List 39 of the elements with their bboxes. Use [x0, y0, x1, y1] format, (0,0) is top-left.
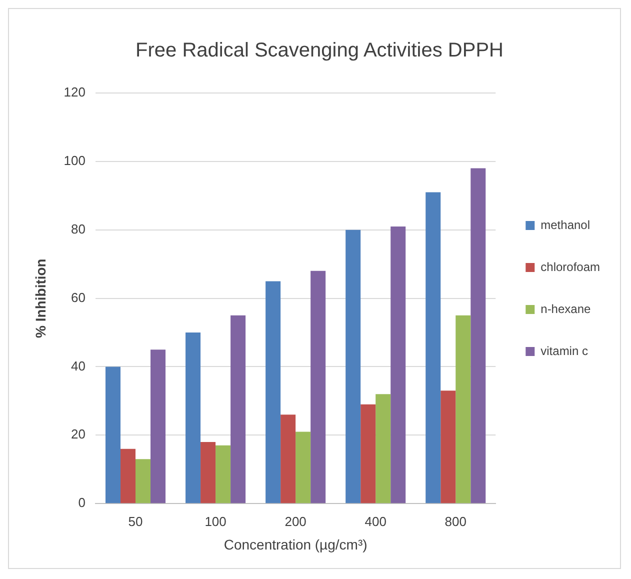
- bar: [280, 414, 296, 504]
- x-axis-title: Concentration (µg/cm³): [224, 536, 368, 552]
- bar: [216, 445, 231, 504]
- y-tick-label: 120: [64, 84, 86, 100]
- bar: [426, 192, 441, 504]
- y-axis-title: % Inhibition: [32, 258, 48, 338]
- bar: [230, 315, 246, 504]
- bar: [346, 230, 361, 504]
- y-tick-label: 0: [78, 495, 86, 510]
- bar: [266, 281, 281, 504]
- legend-label: vitamin c: [540, 344, 588, 358]
- chart-title: Free Radical Scavenging Activities DPPH: [136, 40, 504, 62]
- x-tick-label: 50: [128, 514, 143, 529]
- y-tick-label: 20: [71, 426, 86, 442]
- x-tick-label: 200: [284, 514, 306, 529]
- bar: [150, 350, 166, 504]
- bar: [186, 332, 201, 504]
- bar: [310, 270, 326, 504]
- y-tick-label: 40: [71, 358, 86, 374]
- bar: [470, 168, 486, 504]
- x-tick-label: 400: [364, 514, 386, 529]
- bar: [456, 315, 471, 504]
- legend-label: chlorofoam: [540, 260, 600, 274]
- x-tick-label: 100: [204, 514, 226, 529]
- y-tick-label: 60: [71, 290, 86, 305]
- bar: [360, 404, 376, 504]
- bar: [440, 390, 456, 504]
- y-tick-label: 80: [71, 221, 86, 236]
- bar: [136, 459, 151, 504]
- legend-label: methanol: [540, 218, 590, 232]
- y-tick-label: 100: [64, 153, 86, 168]
- x-tick-label: 800: [444, 514, 466, 529]
- bar: [296, 432, 311, 504]
- bar: [376, 394, 391, 504]
- bar: [105, 366, 120, 504]
- bar: [120, 448, 136, 504]
- bar: [200, 442, 216, 504]
- legend-label: n-hexane: [540, 302, 592, 316]
- bar: [390, 226, 406, 504]
